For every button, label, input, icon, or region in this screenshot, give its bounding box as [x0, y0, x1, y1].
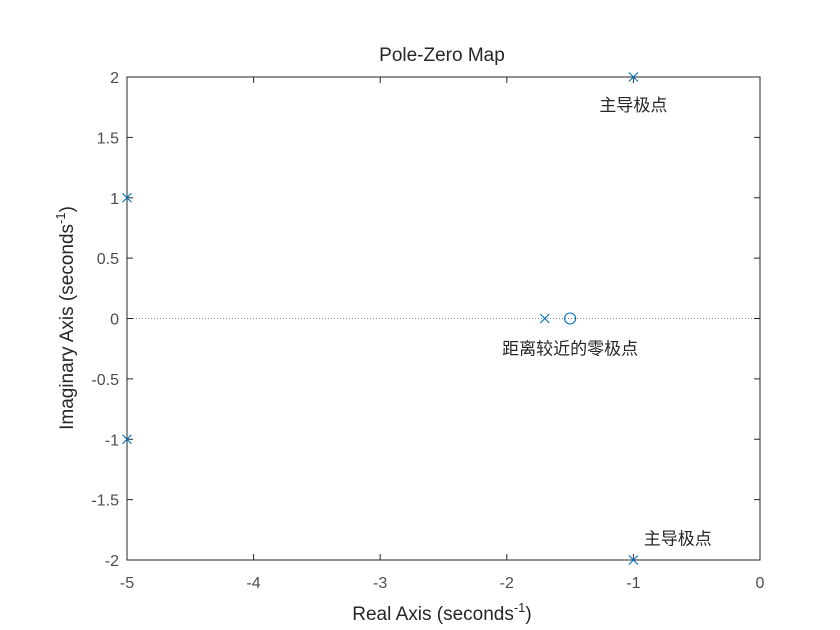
- x-tick-label: -1: [626, 575, 640, 592]
- pole-marker: [122, 434, 132, 445]
- pole-marker: [122, 192, 132, 203]
- y-tick-label: 0: [110, 312, 119, 329]
- pole-marker: [628, 555, 639, 565]
- pole-zero-markers: [122, 72, 639, 565]
- y-tick-label: 2: [110, 70, 119, 87]
- x-tick-label: -5: [120, 575, 134, 592]
- y-tick-label: 1.5: [97, 130, 119, 147]
- y-tick-label: -1: [105, 432, 119, 449]
- y-tick-label: 0.5: [97, 251, 119, 268]
- x-tick-label: -3: [373, 575, 387, 592]
- pole-marker: [628, 72, 639, 82]
- plot-area: -5 -4 -3 -2 -1 021.510.50-0.5-1-1.5-2 主导极点距离较…: [91, 70, 764, 592]
- axes-box: [126, 76, 761, 561]
- y-tick-label: -0.5: [91, 372, 119, 389]
- y-tick-label: -2: [105, 553, 119, 570]
- axis-tick-labels: -5 -4 -3 -2 -1 0 2 1.5 1 0.5 0 -0.5 -1 -1.5 -2: [91, 70, 764, 592]
- annotation-label: 主导极点: [644, 529, 712, 549]
- y-tick-label: 1: [110, 191, 119, 208]
- x-tick-label: -4: [246, 575, 260, 592]
- chart-title: Pole-Zero Map: [379, 45, 505, 66]
- x-axis-label: Real Axis (seconds-1): [352, 600, 531, 625]
- x-tick-label: 0: [756, 575, 765, 592]
- y-tick-label: -1.5: [91, 493, 119, 510]
- annotation-label: 距离较近的零极点: [502, 340, 638, 360]
- x-tick-label: -2: [500, 575, 514, 592]
- axis-ticks: [126, 76, 761, 561]
- zero-marker: [564, 312, 577, 325]
- annotation-label: 主导极点: [599, 96, 667, 116]
- pole-marker: [539, 313, 550, 324]
- y-axis-label: Imaginary Axis (seconds-1): [53, 206, 78, 430]
